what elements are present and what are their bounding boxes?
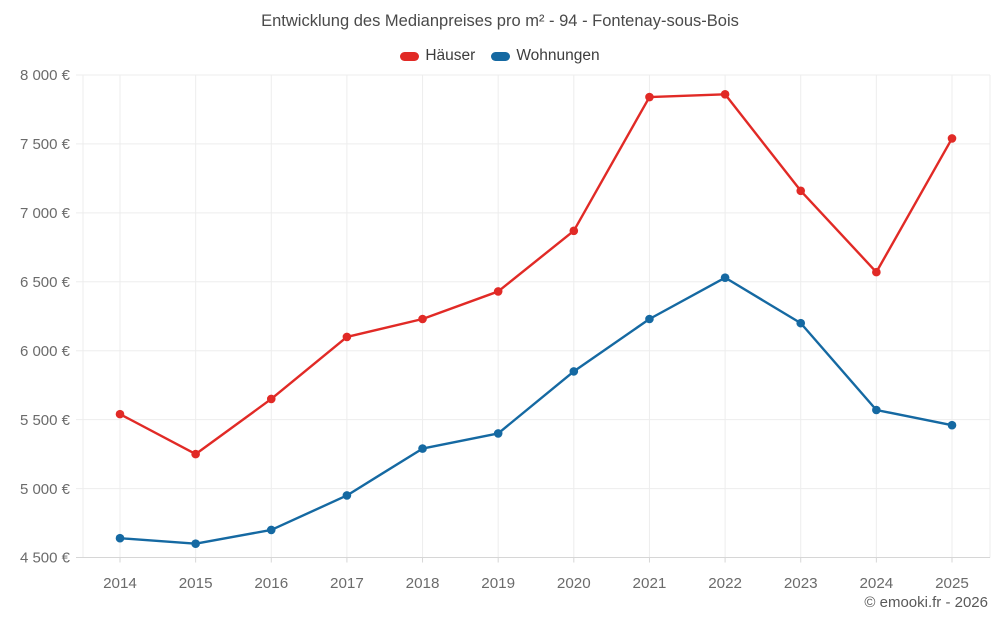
legend: Häuser Wohnungen <box>0 47 1000 65</box>
legend-swatch-wohnungen <box>491 51 511 61</box>
data-point-haeuser-2025[interactable] <box>947 134 957 143</box>
x-tick-label: 2014 <box>103 575 137 592</box>
data-point-haeuser-2023[interactable] <box>796 186 806 196</box>
legend-swatch-haeuser <box>400 51 420 61</box>
data-point-haeuser-2014[interactable] <box>115 409 125 419</box>
data-point-haeuser-2019[interactable] <box>493 287 503 296</box>
legend-label: Häuser <box>425 47 476 64</box>
y-axis-labels: 4 500 € 5 000 € 5 500 € 6 000 € 6 500 € 7 000… <box>20 67 71 567</box>
x-tick-label: 2016 <box>254 575 288 592</box>
y-gridlines <box>76 74 990 490</box>
x-gridlines <box>82 75 991 558</box>
data-point-wohnungen-2016[interactable] <box>266 525 276 535</box>
y-tick-label: 8 000 € <box>20 67 71 84</box>
y-tick-label: 4 500 € <box>20 550 71 567</box>
x-tick-label: 2024 <box>859 575 893 592</box>
y-tick-label: 6 500 € <box>20 274 71 291</box>
y-tick-label: 6 000 € <box>20 343 71 360</box>
data-point-wohnungen-2023[interactable] <box>796 318 806 328</box>
data-point-wohnungen-2020[interactable] <box>569 367 579 376</box>
data-point-haeuser-2016[interactable] <box>266 394 276 404</box>
y-tick-label: 5 500 € <box>20 412 71 429</box>
series-line-wohnungen <box>118 276 954 545</box>
data-point-haeuser-2015[interactable] <box>191 449 200 459</box>
data-point-wohnungen-2018[interactable] <box>418 444 427 453</box>
data-point-haeuser-2021[interactable] <box>645 92 654 102</box>
x-axis <box>76 557 990 563</box>
x-tick-label: 2017 <box>330 575 364 592</box>
data-point-wohnungen-2021[interactable] <box>645 314 654 324</box>
data-point-wohnungen-2017[interactable] <box>342 491 352 500</box>
x-tick-label: 2020 <box>557 575 591 592</box>
legend-item-wohnungen[interactable]: Wohnungen <box>491 47 600 65</box>
data-point-wohnungen-2015[interactable] <box>191 539 200 549</box>
data-point-wohnungen-2014[interactable] <box>115 533 125 543</box>
series-wohnungen <box>115 273 957 549</box>
x-tick-label: 2025 <box>935 575 969 592</box>
data-point-haeuser-2020[interactable] <box>569 226 579 236</box>
legend-label: Wohnungen <box>516 47 600 64</box>
data-point-haeuser-2017[interactable] <box>342 332 352 342</box>
y-tick-label: 7 000 € <box>20 205 71 222</box>
x-axis-labels: 2014 2015 2016 2017 2018 2019 2020 2021 2022 2023… <box>103 575 969 592</box>
data-point-wohnungen-2019[interactable] <box>493 429 503 438</box>
y-tick-label: 7 500 € <box>20 136 71 153</box>
chart-title: Entwicklung des Medianpreises pro m² - 9… <box>261 12 739 30</box>
data-point-wohnungen-2025[interactable] <box>947 420 957 430</box>
series-line-haeuser <box>118 93 954 456</box>
copyright-watermark: © emooki.fr - 2026 <box>864 594 988 611</box>
data-point-haeuser-2018[interactable] <box>418 314 427 324</box>
x-tick-label: 2018 <box>406 575 440 592</box>
data-point-wohnungen-2024[interactable] <box>872 405 881 415</box>
data-point-wohnungen-2022[interactable] <box>720 273 730 282</box>
data-point-haeuser-2024[interactable] <box>872 267 881 277</box>
data-point-haeuser-2022[interactable] <box>720 90 730 99</box>
x-tick-label: 2022 <box>708 575 742 592</box>
y-tick-label: 5 000 € <box>20 481 71 498</box>
x-tick-label: 2021 <box>633 575 667 592</box>
legend-item-haeuser[interactable]: Häuser <box>400 47 475 65</box>
x-tick-label: 2015 <box>179 575 213 592</box>
series-haeuser <box>115 90 957 459</box>
x-tick-label: 2023 <box>784 575 818 592</box>
x-tick-label: 2019 <box>481 575 515 592</box>
